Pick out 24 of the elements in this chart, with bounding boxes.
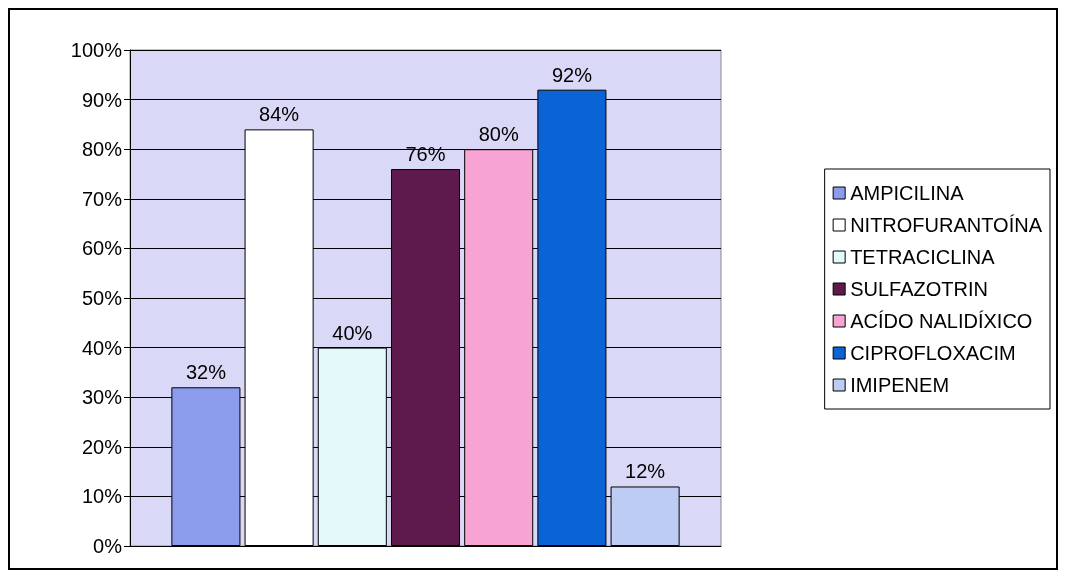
- legend-label: AMPICILINA: [850, 182, 965, 204]
- y-tick-label: 80%: [81, 138, 123, 161]
- text: 80%: [478, 123, 519, 146]
- y-tick-label: 40%: [81, 336, 123, 359]
- legend-label: CIPROFLOXACIM: [850, 342, 1016, 364]
- y-tick-label: 70%: [81, 187, 123, 210]
- y-tick-label: 10%: [81, 485, 123, 508]
- y-tick-label: 100%: [70, 39, 123, 61]
- y-tick-label: 20%: [81, 435, 123, 458]
- y-tick-label: 0%: [93, 535, 123, 557]
- text: 84%: [259, 103, 300, 126]
- y-tick-label: 90%: [81, 88, 123, 111]
- text: 32%: [185, 361, 226, 384]
- legend-label: SULFAZOTRIN: [850, 278, 988, 300]
- legend-label: ACÍDO NALIDÍXICO: [850, 310, 1033, 332]
- legend-label: NITROFURANTOÍNA: [850, 214, 1043, 236]
- text: 92%: [551, 63, 592, 86]
- y-tick-label: 30%: [81, 386, 123, 409]
- legend-label: TETRACICLINA: [850, 246, 996, 268]
- text: 40%: [332, 321, 373, 344]
- legend-label: IMIPENEM: [850, 374, 950, 396]
- text: 12%: [625, 460, 666, 483]
- y-tick-label: 50%: [81, 287, 123, 309]
- y-tick-label: 60%: [81, 237, 123, 260]
